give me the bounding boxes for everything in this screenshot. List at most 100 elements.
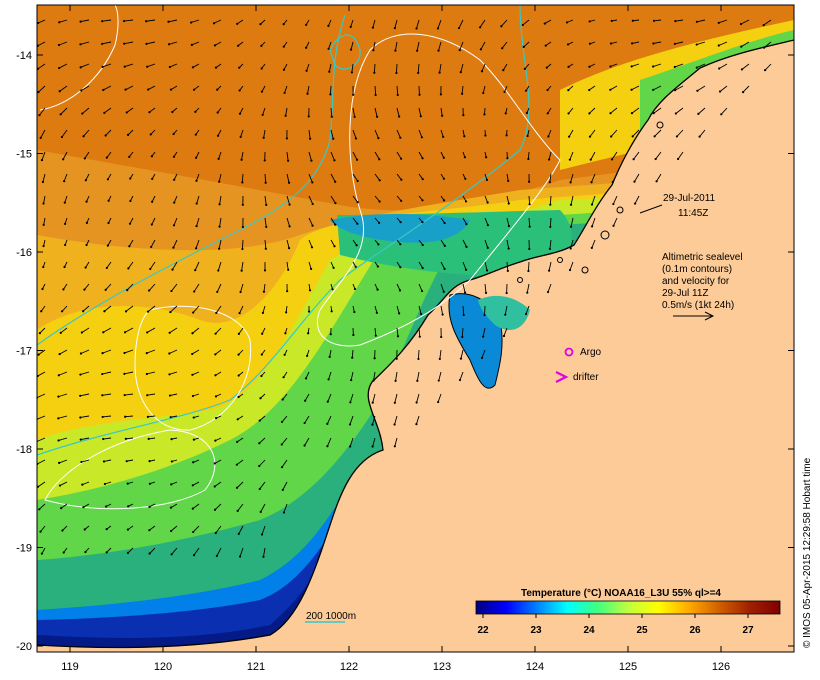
velocity-arrow [168, 41, 178, 45]
velocity-arrow-head [415, 401, 418, 404]
velocity-arrow-head [241, 181, 244, 184]
velocity-arrow [216, 547, 222, 557]
velocity-arrow-head [371, 401, 374, 404]
velocity-arrow-head [349, 401, 352, 404]
velocity-arrow [570, 239, 574, 249]
velocity-arrow-head [400, 199, 403, 202]
velocity-arrow-head [237, 395, 240, 399]
velocity-arrow-head [169, 506, 173, 509]
velocity-arrow [656, 173, 662, 182]
drifter-label: drifter [573, 372, 599, 383]
velocity-arrow-head [194, 133, 197, 136]
x-tick-label: 126 [712, 661, 730, 673]
velocity-arrow [284, 85, 288, 93]
velocity-arrow [763, 19, 772, 26]
velocity-arrow [263, 283, 266, 292]
velocity-arrow-head [486, 246, 489, 249]
velocity-arrow [168, 19, 178, 23]
velocity-arrow-head [237, 374, 240, 377]
velocity-arrow-head [568, 135, 571, 138]
velocity-arrow [418, 261, 424, 269]
velocity-arrow-head [630, 112, 634, 115]
velocity-arrow-head [101, 42, 104, 45]
velocity-arrow-head [214, 395, 218, 398]
velocity-arrow-head [465, 245, 468, 248]
velocity-arrow-head [507, 202, 510, 205]
velocity-arrow-head [218, 180, 221, 183]
velocity-arrow-head [82, 506, 85, 509]
velocity-arrow [482, 85, 486, 94]
velocity-arrow [632, 41, 640, 44]
velocity-arrow [458, 19, 464, 29]
velocity-arrow [591, 195, 596, 205]
velocity-arrow-head [633, 180, 636, 183]
velocity-arrow [237, 503, 244, 512]
velocity-arrow [396, 173, 402, 180]
velocity-arrow-head [567, 88, 570, 92]
velocity-arrow-head [105, 551, 108, 554]
velocity-arrow-head [740, 45, 743, 48]
velocity-arrow-head [101, 20, 104, 23]
velocity-arrow [171, 283, 178, 292]
velocity-arrow [192, 371, 200, 376]
x-axis: 119 120 121 122 123 124 125 126 [61, 5, 730, 673]
velocity-arrow [169, 63, 178, 68]
velocity-arrow [501, 41, 508, 49]
velocity-arrow [696, 19, 706, 23]
velocity-arrow [460, 349, 464, 359]
velocity-arrow [147, 63, 156, 68]
velocity-arrow-head [609, 65, 612, 68]
velocity-arrow-head [146, 394, 149, 397]
velocity-arrow-head [501, 47, 504, 50]
velocity-arrow-head [589, 158, 592, 161]
velocity-arrow [215, 525, 222, 534]
velocity-arrow [193, 547, 200, 556]
velocity-arrow-head [168, 352, 171, 355]
velocity-arrow-head [418, 335, 421, 338]
velocity-arrow-head [311, 181, 314, 184]
velocity-arrow [696, 41, 706, 45]
velocity-arrow-head [216, 88, 219, 91]
velocity-arrow-head [609, 112, 612, 115]
velocity-arrow-head [60, 135, 64, 139]
velocity-arrow-head [148, 289, 151, 292]
velocity-arrow-head [79, 43, 82, 46]
velocity-arrow-head [631, 19, 634, 22]
velocity-arrow [503, 327, 508, 337]
island [656, 121, 664, 129]
velocity-arrow-head [126, 289, 129, 292]
velocity-arrow-head [590, 225, 594, 228]
velocity-arrow [350, 19, 354, 27]
velocity-arrow-head [101, 372, 104, 376]
velocity-arrow-head [60, 310, 64, 313]
velocity-arrow-head [169, 416, 172, 419]
island [616, 206, 624, 214]
velocity-arrow-head [612, 202, 615, 206]
velocity-arrow [58, 371, 68, 376]
velocity-arrow-head [194, 247, 198, 250]
velocity-arrow-head [507, 179, 510, 183]
velocity-arrow [171, 547, 178, 555]
velocity-arrow-head [612, 224, 615, 227]
velocity-arrow [262, 305, 266, 313]
velocity-arrow-head [352, 93, 355, 96]
velocity-arrow-head [287, 247, 291, 250]
velocity-arrow [103, 437, 112, 440]
velocity-arrow-head [590, 203, 594, 206]
velocity-arrow-head [419, 115, 422, 118]
velocity-arrow-head [349, 25, 352, 28]
velocity-arrow-head [191, 373, 194, 376]
velocity-arrow-head [506, 269, 509, 273]
velocity-arrow-head [609, 42, 613, 45]
velocity-arrow [60, 327, 68, 334]
velocity-arrow [236, 481, 244, 489]
velocity-arrow-head [484, 134, 487, 137]
velocity-arrow [241, 239, 244, 249]
map-frame [36, 4, 795, 653]
velocity-arrow-head [305, 23, 308, 26]
velocity-arrow [416, 19, 420, 29]
velocity-arrow [437, 393, 442, 403]
velocity-arrow [286, 195, 291, 205]
y-axis: -14 -15 -16 -17 -18 -19 -20 [16, 50, 794, 653]
